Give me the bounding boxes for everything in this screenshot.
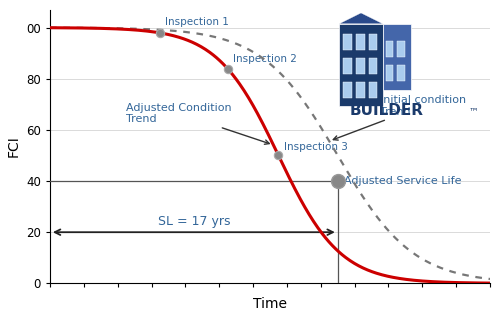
Bar [356, 34, 364, 50]
Polygon shape [339, 13, 383, 24]
Bar [386, 65, 394, 81]
Text: Adjusted Condition
Trend: Adjusted Condition Trend [126, 103, 270, 144]
Y-axis label: FCI: FCI [6, 136, 20, 157]
Bar [343, 58, 352, 74]
Bar [383, 24, 411, 90]
Bar [356, 82, 364, 98]
Text: BUILDER: BUILDER [350, 102, 424, 118]
Bar [398, 65, 404, 81]
Text: Initial condition
Trend: Initial condition Trend [334, 95, 466, 140]
Bar [368, 58, 378, 74]
Bar [343, 34, 352, 50]
X-axis label: Time: Time [253, 297, 287, 310]
Bar [386, 41, 394, 57]
Bar [339, 24, 383, 106]
Bar [368, 34, 378, 50]
Text: SL = 17 yrs: SL = 17 yrs [158, 215, 230, 228]
Bar [368, 82, 378, 98]
Bar [343, 82, 352, 98]
Bar [398, 41, 404, 57]
Text: Adjusted Service Life: Adjusted Service Life [344, 176, 462, 186]
Text: Inspection 2: Inspection 2 [233, 54, 296, 64]
Text: ™: ™ [469, 106, 479, 116]
Text: Inspection 3: Inspection 3 [284, 142, 348, 152]
Text: Inspection 1: Inspection 1 [165, 16, 229, 26]
Bar [356, 58, 364, 74]
